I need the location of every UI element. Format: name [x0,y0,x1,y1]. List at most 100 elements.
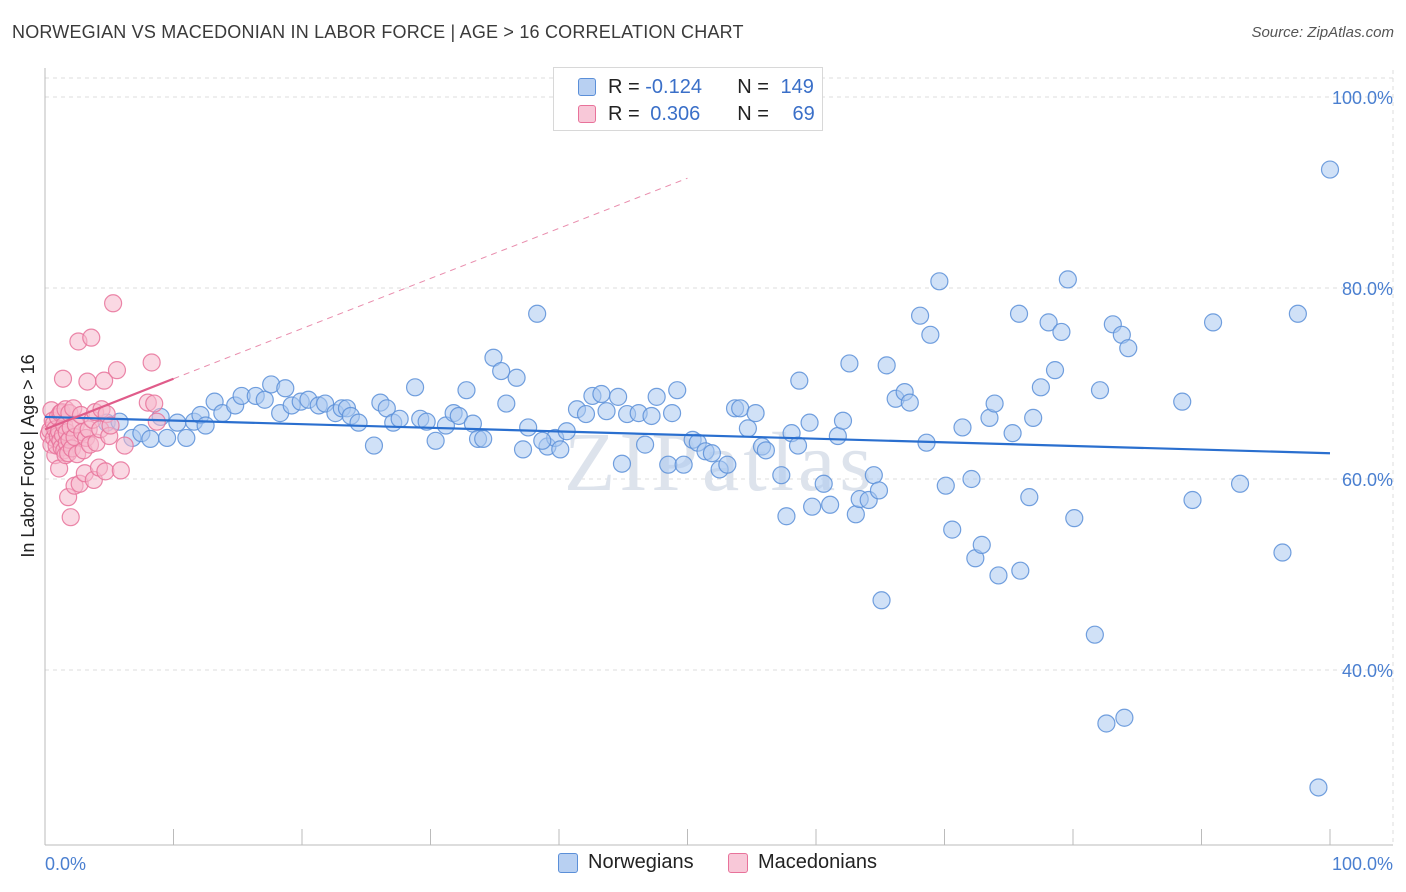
norwegian-point [497,394,516,413]
norwegian-point [177,428,196,448]
norwegian-point [349,413,368,432]
norwegian-points [97,160,1340,797]
norwegian-point [756,441,775,460]
norwegian-point [1020,488,1039,507]
macedonian-point [61,508,80,527]
norwegian-point [718,455,737,474]
norwegian-point [1119,339,1138,358]
norwegian-point [1183,490,1202,510]
norwegian-point [943,520,962,539]
legend-swatch-macedonians [578,105,596,123]
norwegian-point [840,354,859,373]
norwegian-trend-line [44,415,1331,455]
norwegian-point [513,440,533,459]
norwegian-point [814,474,833,493]
legend-r-value: -0.124 [645,75,702,98]
y-axis-label: In Labor Force | Age > 16 [18,354,38,557]
norwegian-point [738,419,757,438]
norwegian-point [821,495,840,514]
norwegian-point [777,507,796,526]
legend-label-norwegians: Norwegians [588,851,694,873]
x-tick-label: 100.0% [1332,854,1393,874]
trend-lines [44,177,1331,455]
macedonian-point [101,416,120,435]
legend: R = -0.124 N = 149 R = 0.306 N = 69 [553,67,823,131]
norwegian-point [1003,424,1022,443]
norwegian-point [1097,714,1116,733]
norwegian-point [474,429,493,448]
norwegian-point [168,413,187,432]
norwegian-point [962,469,981,489]
norwegian-point [551,440,570,459]
norwegian-point [484,348,503,367]
y-tick-label: 80.0% [1342,279,1393,299]
norwegian-point [519,418,538,437]
legend-label-macedonians: Macedonians [758,851,877,873]
macedonian-point [142,353,161,372]
norwegian-point [1273,543,1292,562]
norwegian-point [1230,474,1250,493]
norwegian-point [985,394,1004,413]
norwegian-point [1045,361,1065,380]
norwegian-point [702,444,722,463]
macedonian-point [96,462,115,481]
norwegian-point [647,387,666,406]
norwegian-point [642,406,661,426]
y-tick-label: 40.0% [1342,661,1393,681]
norwegian-point [833,411,853,430]
norwegian-point [921,325,940,344]
norwegian-point [405,378,425,397]
norwegian-point [864,466,883,485]
legend-n-value: 149 [780,75,814,98]
norwegian-point [746,404,765,423]
norwegian-point [953,418,972,437]
norwegian-point [772,466,791,485]
macedonian-points [39,294,166,527]
norwegian-point [668,381,687,400]
norwegian-point [1065,509,1084,528]
norwegian-point [872,591,891,610]
norwegian-point [576,404,596,424]
norwegian-point [141,429,160,448]
norwegian-point [390,409,409,428]
gridlines [45,70,1394,845]
norwegian-point [972,535,991,554]
norwegian-point [196,416,215,435]
norwegian-point [1090,381,1110,400]
chart-title: NORWEGIAN VS MACEDONIAN IN LABOR FORCE |… [12,22,744,42]
norwegian-point [900,393,919,412]
norwegian-point [1173,392,1192,411]
macedonian-point [115,436,134,455]
norwegian-point [1288,304,1307,323]
norwegian-point [492,361,511,381]
y-tick-label: 60.0% [1342,470,1393,490]
legend-r-label: R = [608,75,640,98]
norwegian-point [417,412,436,431]
norwegian-point [1031,378,1050,397]
norwegian-point [528,304,547,323]
norwegian-point [1320,160,1340,179]
norwegian-point [597,402,616,421]
norwegian-point [1309,778,1328,797]
norwegian-point [255,390,274,409]
norwegian-point [592,384,611,404]
norwegian-point [609,387,628,406]
norwegian-point [788,436,808,455]
norwegian-point [533,431,552,450]
legend-row-macedonians: R = 0.306 N = 69 [578,101,815,127]
norwegian-point [457,381,476,400]
norwegian-point [1058,270,1077,289]
norwegian-point [731,399,750,418]
norwegian-point [612,454,632,473]
macedonian-point [107,361,127,380]
series-legend: Norwegians Macedonians [0,851,1406,879]
norwegian-point [1085,625,1104,644]
norwegian-point [1024,408,1043,427]
macedonian-point [53,369,73,388]
legend-n-label: N = [737,75,769,98]
norwegian-point [790,371,809,390]
norwegian-point [635,435,655,454]
norwegian-point [846,505,865,524]
norwegian-point [1009,304,1029,323]
